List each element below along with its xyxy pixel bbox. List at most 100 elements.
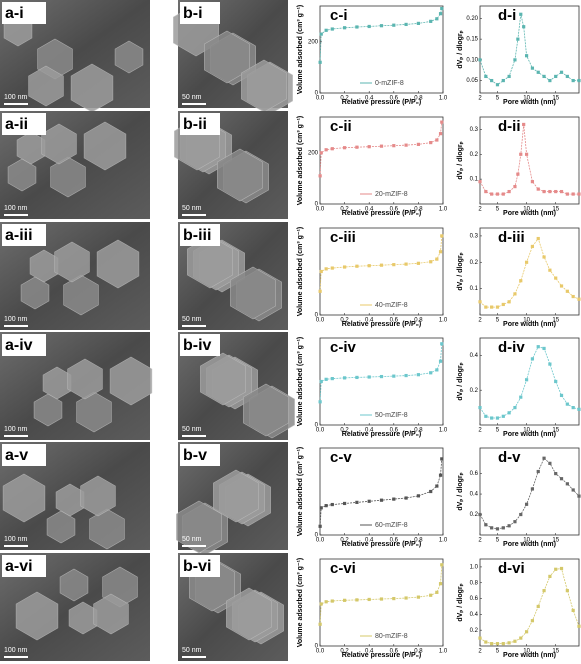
data-point xyxy=(368,264,371,267)
data-point xyxy=(439,132,442,135)
data-point xyxy=(331,266,334,269)
x-tick-label: 1.0 xyxy=(439,649,448,655)
y-tick-label: 0.10 xyxy=(466,57,478,63)
data-point xyxy=(417,373,420,376)
data-point xyxy=(490,416,493,419)
y-axis-label: Volume adsorbed (cm³ g⁻¹) xyxy=(297,558,304,648)
data-point xyxy=(325,148,328,151)
panel-label: a-iv xyxy=(5,337,33,354)
data-point xyxy=(325,600,328,603)
data-point xyxy=(548,269,551,272)
data-point xyxy=(392,24,395,27)
data-point xyxy=(319,290,322,293)
data-point xyxy=(508,300,511,303)
data-point xyxy=(435,368,438,371)
data-point xyxy=(405,263,408,266)
figure: a-i100 nmb-i50 nma-ii100 nmb-ii50 nma-ii… xyxy=(0,0,581,664)
data-point xyxy=(429,20,432,23)
data-point xyxy=(560,71,563,74)
scale-label: 100 nm xyxy=(4,316,28,323)
data-point xyxy=(519,513,522,516)
data-point xyxy=(355,146,358,149)
data-point xyxy=(331,599,334,602)
data-point xyxy=(531,180,534,183)
data-point xyxy=(417,143,420,146)
data-point xyxy=(519,279,522,282)
data-point xyxy=(496,83,499,86)
data-point xyxy=(490,526,493,529)
panel-label: b-iv xyxy=(183,337,212,354)
legend-label: 40-mZIF-8 xyxy=(375,302,408,309)
data-point xyxy=(392,375,395,378)
x-tick-label: 2 xyxy=(478,207,482,213)
data-point xyxy=(343,265,346,268)
data-point xyxy=(566,589,569,592)
x-tick-label: 5 xyxy=(496,538,500,544)
data-point xyxy=(484,75,487,78)
data-point xyxy=(508,190,511,193)
chart-title: c-ii xyxy=(330,118,352,135)
data-point xyxy=(405,374,408,377)
data-point xyxy=(566,75,569,78)
data-point xyxy=(537,237,540,240)
x-tick-label: 2 xyxy=(478,318,482,324)
chart-title: d-ii xyxy=(498,118,521,135)
data-point xyxy=(435,17,438,20)
chart-title: d-vi xyxy=(498,560,525,577)
data-point xyxy=(435,591,438,594)
scale-label: 50 nm xyxy=(182,426,202,433)
data-point xyxy=(542,347,545,350)
data-point xyxy=(548,462,551,465)
y-axis-label: dVₚ / dlogrₚ xyxy=(457,583,464,621)
data-point xyxy=(368,145,371,148)
data-point xyxy=(355,265,358,268)
data-point xyxy=(435,484,438,487)
data-point xyxy=(429,141,432,144)
data-point xyxy=(484,415,487,418)
data-point xyxy=(566,290,569,293)
y-tick-label: 0.2 xyxy=(470,260,479,266)
data-point xyxy=(320,270,323,273)
data-point xyxy=(537,187,540,190)
data-point xyxy=(537,605,540,608)
data-point xyxy=(355,376,358,379)
data-point xyxy=(496,416,499,419)
data-point xyxy=(368,500,371,503)
y-axis-label: Volume adsorbed (cm³ g⁻¹) xyxy=(297,227,304,317)
data-point xyxy=(417,494,420,497)
data-point xyxy=(554,276,557,279)
data-point xyxy=(405,23,408,26)
y-tick-label: 0.2 xyxy=(470,628,479,634)
data-point xyxy=(577,408,580,411)
data-point xyxy=(513,58,516,61)
data-point xyxy=(380,24,383,27)
data-point xyxy=(343,502,346,505)
data-point xyxy=(320,506,323,509)
y-tick-label: 0.4 xyxy=(470,492,479,498)
panel-label: a-ii xyxy=(5,116,28,133)
data-point xyxy=(343,376,346,379)
y-axis-label: dVₚ / dlogrₚ xyxy=(457,362,464,400)
x-axis-label: Relative pressure (P/P₀) xyxy=(342,431,421,438)
panel-label: b-vi xyxy=(183,558,211,575)
data-point xyxy=(478,58,481,61)
x-axis-label: Pore width (nm) xyxy=(503,321,556,328)
panel-label: a-i xyxy=(5,5,24,22)
x-tick-label: 2 xyxy=(478,649,482,655)
y-tick-label: 0.3 xyxy=(470,233,479,239)
scale-label: 50 nm xyxy=(182,94,202,101)
data-point xyxy=(343,599,346,602)
y-tick-label: 0.3 xyxy=(470,127,479,133)
data-point xyxy=(508,411,511,414)
data-point xyxy=(508,75,511,78)
data-point xyxy=(519,13,522,16)
data-point xyxy=(439,250,442,253)
data-point xyxy=(429,594,432,597)
y-tick-label: 0.2 xyxy=(470,512,479,518)
data-point xyxy=(392,263,395,266)
data-point xyxy=(537,470,540,473)
data-point xyxy=(320,151,323,154)
x-axis-label: Pore width (nm) xyxy=(503,652,556,659)
data-point xyxy=(502,642,505,645)
data-point xyxy=(380,264,383,267)
